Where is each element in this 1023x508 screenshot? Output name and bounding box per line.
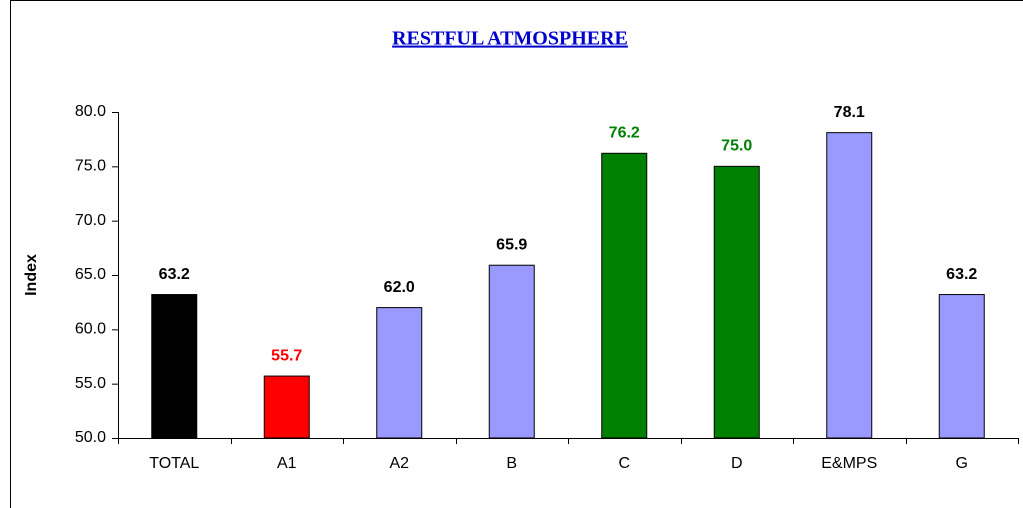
chart-title: RESTFUL ATMOSPHERE	[392, 28, 628, 50]
y-tick-label: 55.0	[75, 375, 106, 392]
x-tick-label: E&MPS	[821, 455, 877, 472]
value-label: 63.2	[159, 266, 190, 283]
bar	[151, 294, 198, 439]
y-tick-label: 70.0	[75, 212, 106, 229]
value-label: 75.0	[721, 138, 752, 155]
value-label: 63.2	[946, 266, 977, 283]
value-label: 55.7	[271, 347, 302, 364]
x-tick-label: A1	[277, 455, 297, 472]
bar	[488, 264, 535, 439]
chart-frame	[10, 0, 1023, 508]
y-tick-label: 50.0	[75, 429, 106, 446]
bar	[826, 132, 873, 439]
y-tick-label: 60.0	[75, 321, 106, 338]
value-label: 65.9	[496, 236, 527, 253]
x-tick-label: B	[506, 455, 517, 472]
bar	[263, 375, 310, 439]
value-label: 62.0	[384, 279, 415, 296]
y-tick-label: 65.0	[75, 266, 106, 283]
x-tick-label: D	[731, 455, 743, 472]
bar	[376, 307, 423, 439]
y-tick-label: 80.0	[75, 103, 106, 120]
x-tick-label: C	[618, 455, 630, 472]
y-axis-label: Index	[23, 254, 40, 296]
x-tick-label: TOTAL	[149, 455, 199, 472]
bar	[713, 165, 760, 439]
value-label: 78.1	[834, 104, 865, 121]
bar	[601, 152, 648, 439]
y-tick-label: 75.0	[75, 158, 106, 175]
value-label: 76.2	[609, 125, 640, 142]
bar	[938, 294, 985, 439]
x-tick-label: A2	[389, 455, 409, 472]
x-tick-label: G	[956, 455, 968, 472]
